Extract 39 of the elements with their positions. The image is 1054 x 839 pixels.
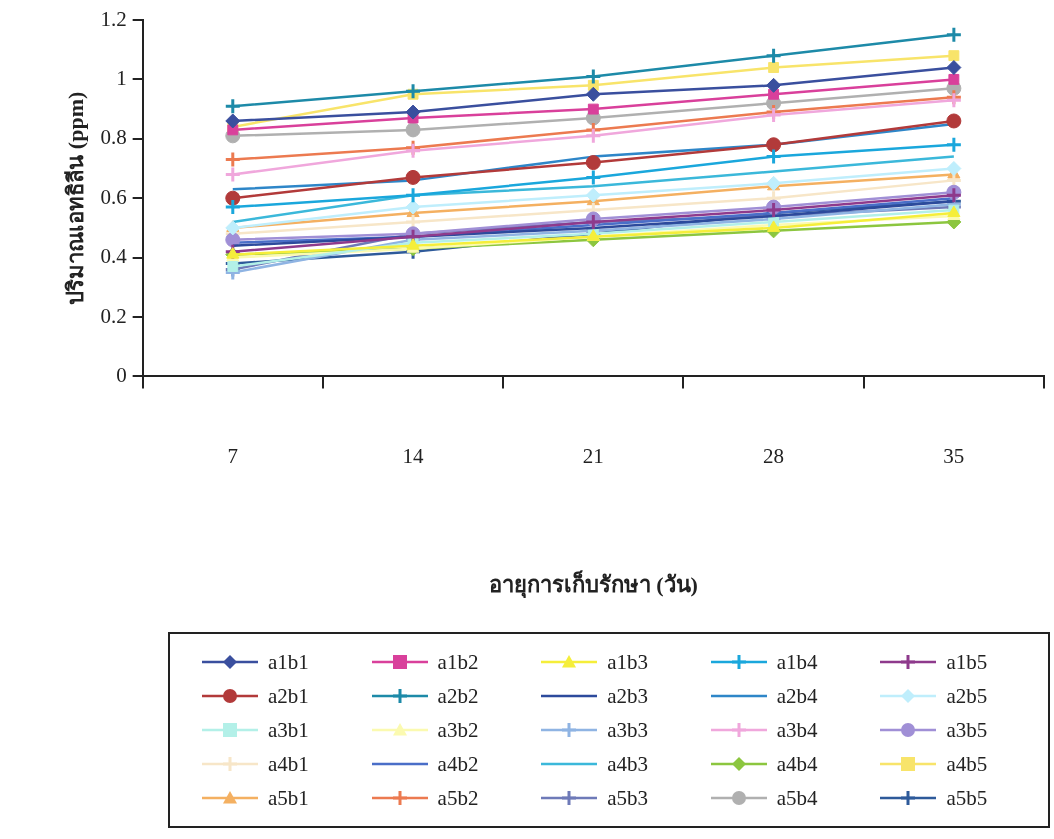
legend-label: a5b5	[946, 785, 988, 811]
legend-label: a5b3	[607, 785, 649, 811]
legend-label: a1b4	[776, 649, 818, 675]
legend-label: a2b3	[607, 683, 649, 709]
legend-label: a1b3	[607, 649, 649, 675]
x-tick-label: 35	[943, 443, 965, 468]
y-tick-label: 0	[116, 362, 127, 387]
legend-label: a3b3	[607, 717, 649, 743]
y-tick-label: 0.4	[100, 244, 128, 269]
legend-label: a2b4	[776, 683, 818, 709]
legend-label: a4b2	[437, 751, 479, 777]
legend-label: a2b1	[268, 683, 309, 709]
legend-label: a4b5	[946, 751, 988, 777]
y-tick-label: 1.2	[100, 6, 127, 31]
legend-label: a5b1	[268, 785, 309, 811]
y-tick-label: 0.2	[100, 303, 127, 328]
legend-label: a3b2	[437, 717, 479, 743]
legend-label: a1b1	[268, 649, 309, 675]
y-tick-label: 0.8	[100, 125, 127, 150]
legend-label: a4b3	[607, 751, 649, 777]
legend-label: a3b5	[946, 717, 988, 743]
legend-label: a3b4	[776, 717, 818, 743]
x-tick-label: 28	[763, 443, 785, 468]
y-axis-title: ปริมาณเอทธิลีน (ppm)	[62, 91, 88, 305]
legend-label: a2b2	[437, 683, 479, 709]
legend-label: a2b5	[946, 683, 988, 709]
legend-label: a5b2	[437, 785, 479, 811]
x-tick-label: 7	[227, 443, 239, 468]
x-axis-title: อายุการเก็บรักษา (วัน)	[488, 570, 698, 600]
x-tick-label: 14	[402, 443, 425, 468]
legend-label: a1b2	[437, 649, 479, 675]
y-tick-label: 0.6	[100, 184, 127, 209]
legend-label: a5b4	[776, 785, 818, 811]
x-tick-label: 21	[582, 443, 604, 468]
legend-label: a4b1	[268, 751, 309, 777]
legend-label: a4b4	[776, 751, 818, 777]
y-tick-label: 1	[116, 65, 127, 90]
legend-label: a3b1	[268, 717, 309, 743]
legend-label: a1b5	[946, 649, 988, 675]
